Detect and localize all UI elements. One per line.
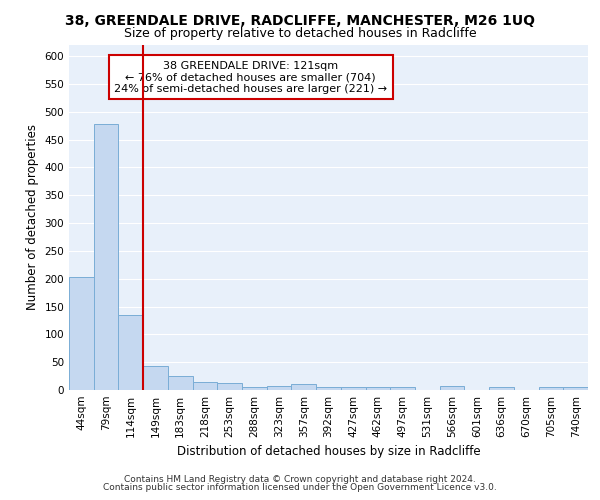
Bar — [316, 387, 341, 390]
Text: Contains HM Land Registry data © Crown copyright and database right 2024.: Contains HM Land Registry data © Crown c… — [124, 475, 476, 484]
Bar — [563, 387, 588, 390]
Bar — [341, 387, 365, 390]
Bar — [365, 387, 390, 390]
Bar — [94, 124, 118, 390]
Y-axis label: Number of detached properties: Number of detached properties — [26, 124, 39, 310]
Text: Size of property relative to detached houses in Radcliffe: Size of property relative to detached ho… — [124, 28, 476, 40]
Text: 38 GREENDALE DRIVE: 121sqm
← 76% of detached houses are smaller (704)
24% of sem: 38 GREENDALE DRIVE: 121sqm ← 76% of deta… — [114, 60, 387, 94]
X-axis label: Distribution of detached houses by size in Radcliffe: Distribution of detached houses by size … — [176, 446, 481, 458]
Text: Contains public sector information licensed under the Open Government Licence v3: Contains public sector information licen… — [103, 483, 497, 492]
Text: 38, GREENDALE DRIVE, RADCLIFFE, MANCHESTER, M26 1UQ: 38, GREENDALE DRIVE, RADCLIFFE, MANCHEST… — [65, 14, 535, 28]
Bar — [489, 387, 514, 390]
Bar — [242, 386, 267, 390]
Bar — [539, 387, 563, 390]
Bar — [168, 376, 193, 390]
Bar — [217, 384, 242, 390]
Bar — [390, 387, 415, 390]
Bar — [143, 366, 168, 390]
Bar — [118, 315, 143, 390]
Bar — [292, 384, 316, 390]
Bar — [440, 386, 464, 390]
Bar — [267, 386, 292, 390]
Bar — [69, 277, 94, 390]
Bar — [193, 382, 217, 390]
